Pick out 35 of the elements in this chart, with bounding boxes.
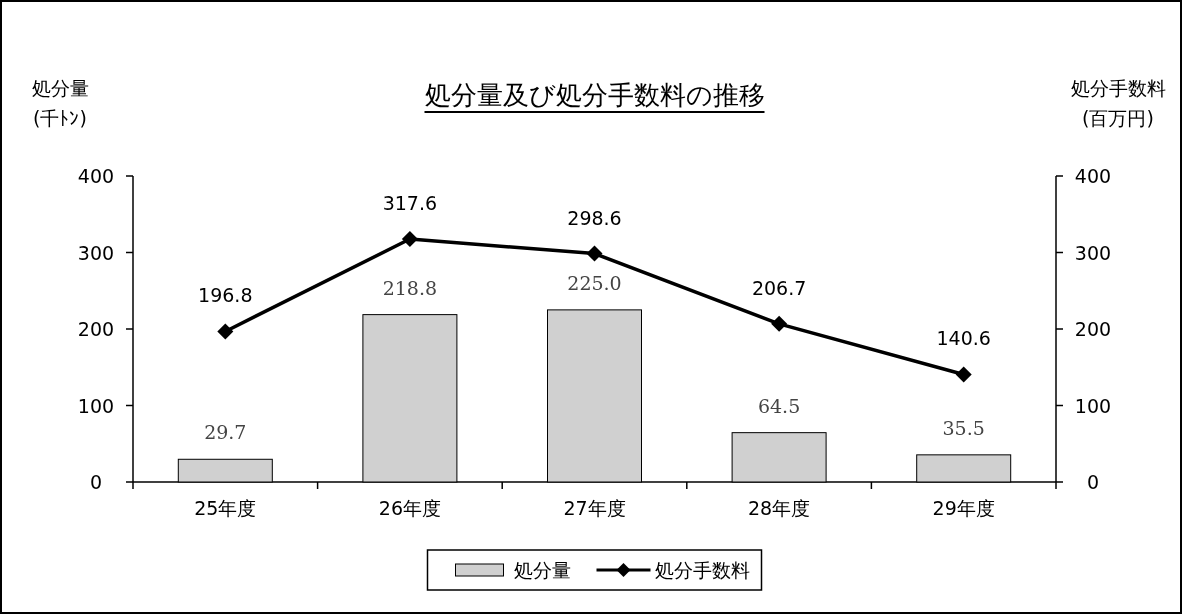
x-tick-label: 29年度 [932, 497, 995, 519]
y2-tick-label: 100 [1074, 394, 1112, 417]
data-label: 140.6 [936, 327, 991, 350]
y2-tick-label: 0 [1086, 471, 1100, 493]
point [955, 366, 972, 383]
y-tick-label: 200 [77, 318, 115, 340]
data-label: 298.6 [567, 206, 622, 229]
point [217, 323, 234, 340]
y2-tick-label: 300 [1074, 241, 1112, 264]
x-tick-label: 26年度 [378, 497, 441, 519]
data-label: 35.5 [942, 416, 985, 439]
data-label: 64.5 [757, 394, 801, 417]
y2-axis-title: 処分手数料(百万円) [1070, 77, 1166, 129]
point [401, 231, 418, 248]
y-tick-label: 0 [89, 471, 103, 493]
data-label: 317.6 [382, 192, 438, 215]
y-tick-label: 400 [77, 165, 115, 187]
data-label: 29.7 [204, 421, 247, 444]
chart-title: 処分量及び処分手数料の推移 [424, 80, 765, 110]
y-tick-label: 100 [77, 394, 115, 417]
point [771, 315, 788, 332]
x-tick-label: 27年度 [563, 497, 626, 519]
point [586, 245, 603, 262]
legend-label: 処分手数料 [654, 559, 750, 581]
data-label: 225.0 [567, 271, 622, 294]
y-axis-title: 処分量(千ﾄﾝ) [31, 77, 89, 129]
x-tick-label: 25年度 [194, 497, 257, 519]
y-tick-label: 300 [77, 241, 115, 264]
x-tick-label: 28年度 [748, 497, 811, 519]
data-label: 218.8 [382, 276, 438, 299]
data-label: 206.7 [751, 276, 807, 299]
data-label: 196.8 [198, 284, 253, 307]
legend-label: 処分量 [513, 559, 571, 581]
y2-tick-label: 200 [1074, 318, 1112, 340]
y2-tick-label: 400 [1074, 165, 1112, 187]
